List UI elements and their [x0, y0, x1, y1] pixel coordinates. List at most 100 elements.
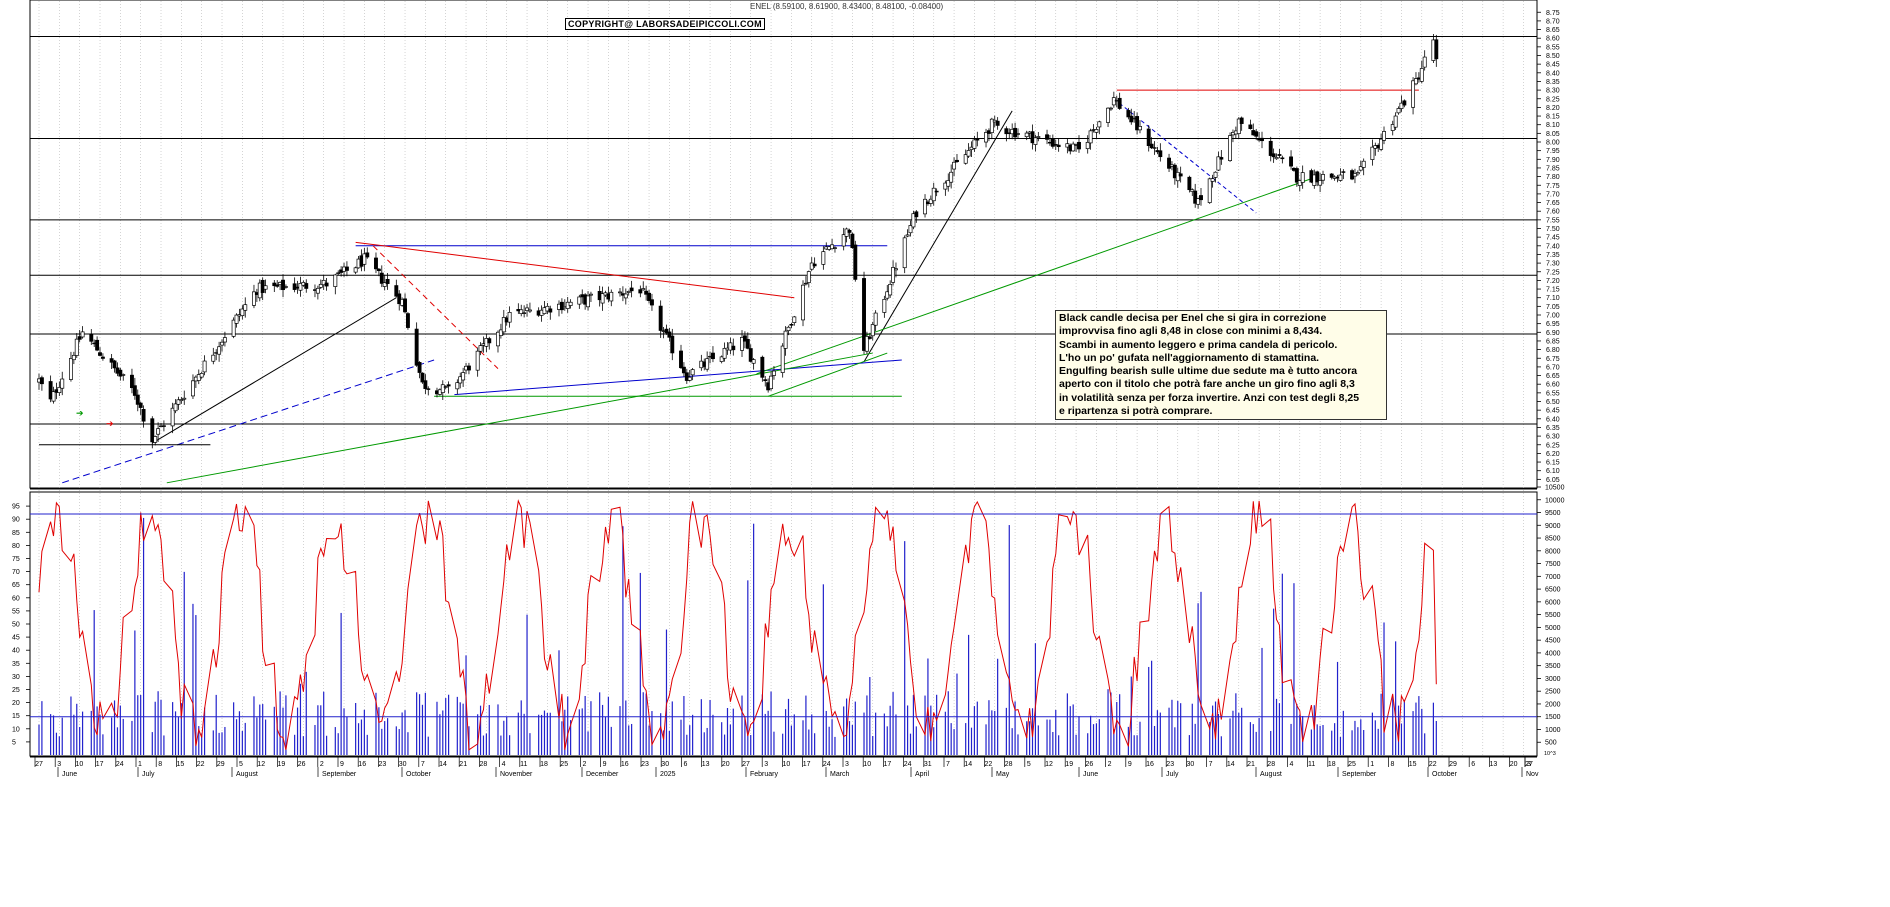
x-tick-label: 20 [722, 761, 730, 768]
x-tick-label: 6 [683, 761, 687, 768]
candle-up [972, 139, 977, 149]
volume-bar [619, 706, 621, 755]
price-tick-label: 8.35 [1546, 79, 1560, 86]
volume-bar [70, 696, 72, 755]
candle-down [1199, 195, 1203, 201]
volume-bar [642, 692, 644, 755]
volume-bar [395, 726, 397, 755]
volume-bar [1377, 728, 1379, 755]
x-tick-label: 2 [1108, 761, 1112, 768]
volume-bar [1049, 719, 1051, 755]
candle-up [902, 237, 907, 269]
volume-tick-label: 4500 [1545, 638, 1561, 645]
candle-down [1260, 137, 1264, 142]
candle-up [1097, 121, 1102, 128]
volume-bar [1197, 603, 1199, 755]
candle-down [403, 298, 407, 313]
volume-bar [994, 710, 996, 755]
volume-bar [802, 720, 804, 755]
volume-bar [930, 705, 932, 755]
x-tick-label: 27 [1525, 761, 1533, 768]
x-tick-label: 9 [603, 761, 607, 768]
volume-bar [1293, 583, 1295, 755]
volume-bar [79, 727, 81, 755]
volume-bar [741, 695, 743, 755]
month-label: Nov [1526, 771, 1539, 778]
price-tick-label: 6.45 [1546, 408, 1560, 415]
candle-up [57, 386, 62, 393]
volume-bar [831, 719, 833, 755]
x-tick-label: 30 [1187, 761, 1195, 768]
price-panel-frame [29, 0, 1538, 489]
volume-bar [540, 714, 543, 755]
price-tick-label: 7.55 [1546, 217, 1560, 224]
volume-bar [1034, 643, 1037, 755]
candle-down [150, 418, 155, 443]
trendline-green [767, 352, 888, 397]
volume-bar [651, 711, 653, 755]
volume-bar [825, 710, 827, 755]
candle-up [772, 370, 776, 376]
volume-bar [567, 696, 569, 755]
volume-bar [1424, 733, 1426, 755]
candle-up [841, 234, 846, 247]
x-tick-label: 15 [177, 761, 185, 768]
candle-up [1355, 172, 1360, 175]
volume-bar [732, 708, 734, 755]
volume-bar [163, 735, 165, 755]
candle-up [1318, 180, 1323, 186]
volume-bar [1168, 707, 1170, 755]
candle-up [923, 198, 927, 215]
month-label: October [406, 771, 432, 778]
volume-bar [927, 658, 929, 755]
candle-down [118, 369, 123, 377]
volume-bar [1319, 725, 1321, 755]
candle-up [196, 374, 201, 381]
candle-up [783, 330, 788, 349]
volume-bar [706, 727, 708, 755]
candle-down [109, 358, 114, 363]
volume-bar [869, 677, 871, 755]
x-tick-label: 6 [1471, 761, 1475, 768]
x-tick-label: 20 [1510, 761, 1518, 768]
price-tick-label: 7.75 [1546, 183, 1560, 190]
x-tick-label: 3 [764, 761, 768, 768]
x-tick-label: 24 [823, 761, 831, 768]
volume-bar [854, 701, 856, 755]
volume-bar [689, 725, 691, 755]
volume-bar [892, 692, 894, 755]
candles [37, 34, 1439, 449]
candle-up [946, 180, 951, 187]
candle-up [1396, 108, 1401, 114]
price-tick-label: 7.85 [1546, 165, 1560, 172]
volume-bar [273, 706, 275, 755]
candle-up [952, 161, 957, 170]
volume-bar [111, 717, 113, 755]
x-tick-label: 19 [278, 761, 286, 768]
month-label: September [1342, 771, 1377, 778]
osc-tick-label: 55 [12, 608, 20, 615]
candle-up [263, 285, 268, 290]
volume-bar [73, 714, 75, 755]
x-tick-label: 8 [1390, 761, 1394, 768]
price-tick-label: 7.15 [1546, 287, 1560, 294]
candle-down [1077, 141, 1081, 150]
volume-bar [346, 716, 348, 755]
price-tick-label: 7.70 [1546, 191, 1560, 198]
trendline-red-dashed [372, 245, 499, 369]
candle-down [1146, 128, 1151, 146]
candle-down [853, 244, 858, 280]
oscillator-line [38, 499, 1437, 751]
x-tick-label: 28 [480, 761, 488, 768]
price-tick-label: 6.40 [1546, 416, 1560, 423]
price-tick-label: 7.80 [1546, 174, 1560, 181]
volume-bar [201, 733, 203, 755]
candle-up [1016, 133, 1020, 135]
volume-bar [116, 727, 119, 755]
volume-tick-label: 9500 [1545, 510, 1561, 517]
candle-up [153, 436, 158, 443]
x-tick-label: 25 [1348, 761, 1356, 768]
candle-down [374, 257, 378, 270]
candle-down [1172, 164, 1177, 179]
x-tick-label: 4 [502, 761, 506, 768]
